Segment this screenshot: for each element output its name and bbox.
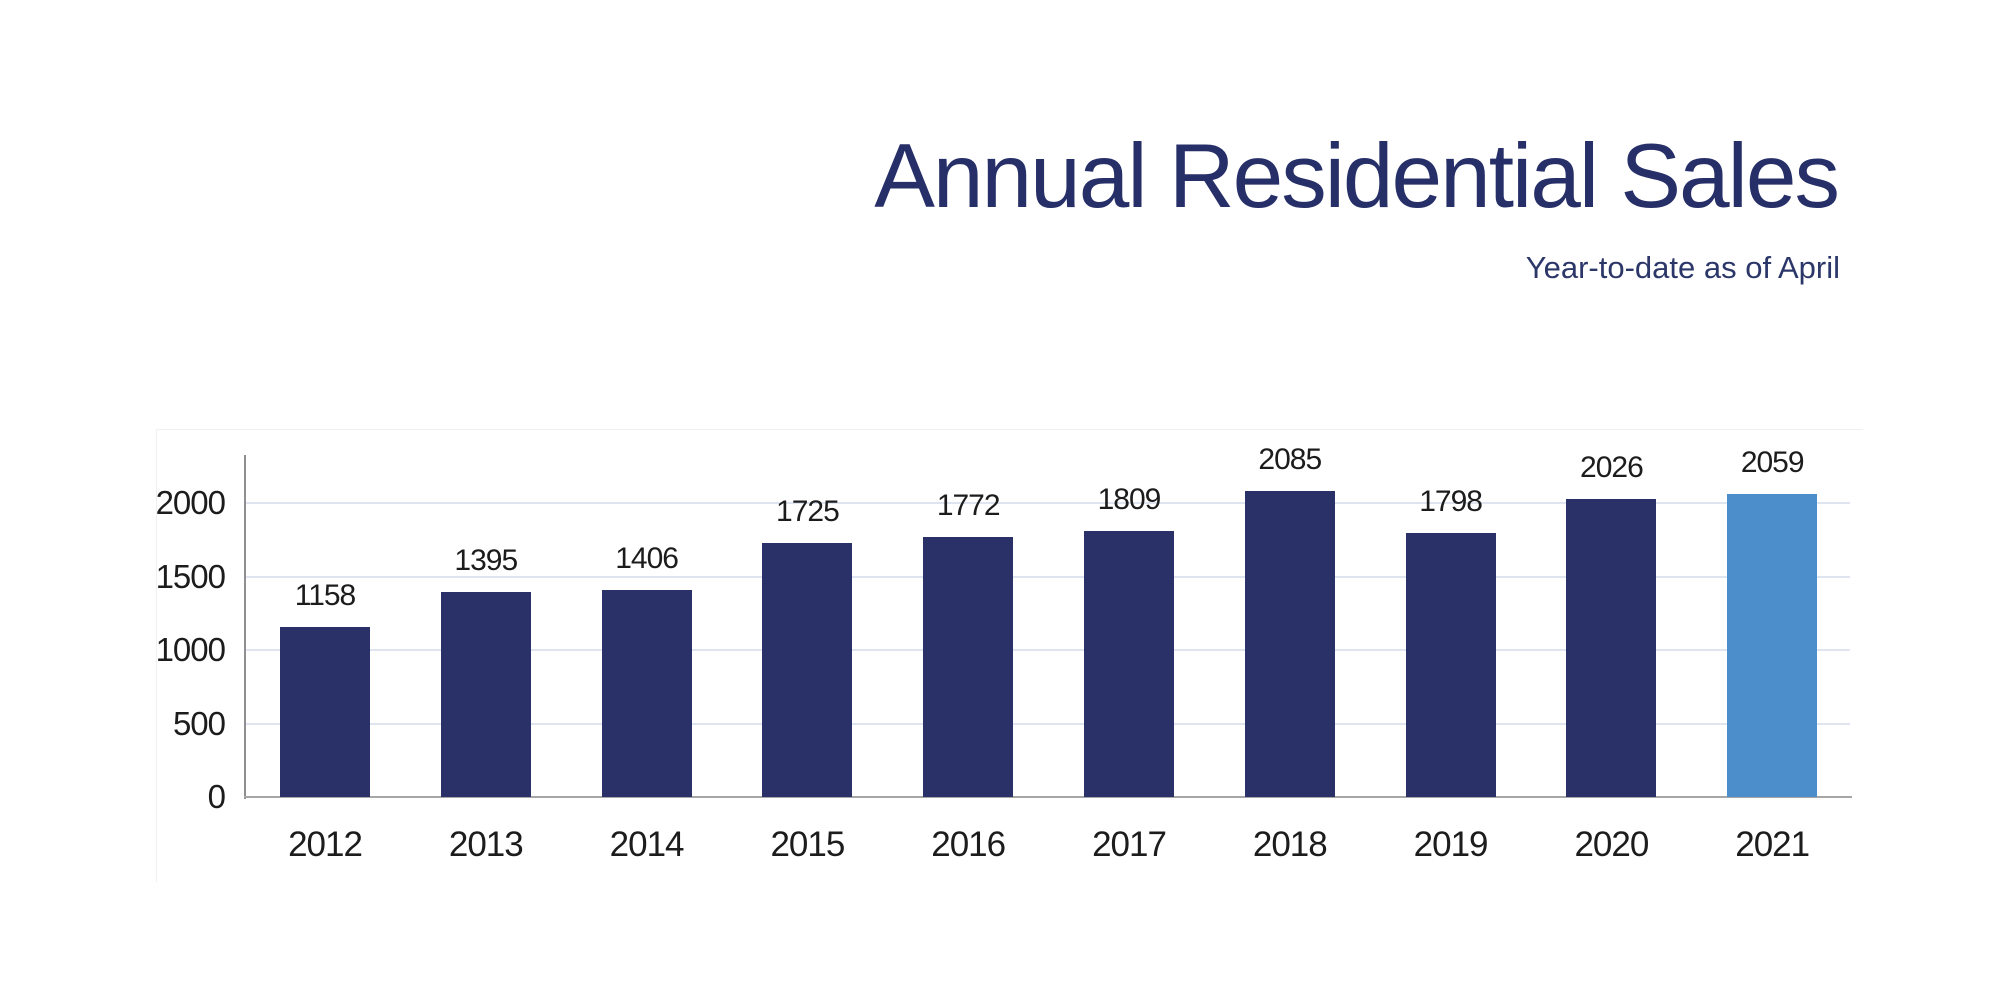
value-label-2016: 1772	[936, 488, 1001, 522]
year-label-2013: 2013	[448, 825, 524, 864]
gridline-1000	[246, 649, 1850, 651]
bar-2018	[1244, 490, 1335, 797]
year-label-2016: 2016	[931, 825, 1006, 864]
value-label-2012: 1158	[294, 578, 357, 612]
gridline-1500	[246, 575, 1850, 578]
value-label-2021: 2059	[1740, 446, 1805, 480]
value-label-2019: 1798	[1419, 484, 1483, 518]
bar-2015	[762, 543, 853, 797]
year-label-2015: 2015	[770, 825, 845, 864]
bar-2013	[440, 591, 531, 797]
bar-2020	[1566, 499, 1657, 797]
bar-2017	[1084, 531, 1174, 797]
year-label-2020: 2020	[1574, 825, 1649, 864]
year-label-2017: 2017	[1092, 825, 1167, 864]
y-tick-label-0: 0	[207, 778, 226, 815]
y-tick-label-500: 500	[172, 704, 226, 742]
value-label-2018: 2085	[1258, 442, 1322, 476]
value-label-2015: 1725	[776, 495, 840, 529]
bar-2012	[280, 626, 370, 797]
year-label-2014: 2014	[609, 825, 685, 864]
year-label-2018: 2018	[1252, 825, 1328, 864]
bar-2019	[1405, 532, 1496, 797]
y-tick-label-2000: 2000	[155, 484, 226, 521]
year-label-2012: 2012	[288, 825, 363, 864]
bar-2016	[923, 536, 1014, 797]
bar-2014	[601, 590, 692, 797]
y-tick-label-1500: 1500	[155, 557, 226, 595]
value-label-2017: 1809	[1097, 483, 1162, 517]
value-label-2013: 1395	[454, 543, 518, 577]
x-axis-line	[244, 796, 1852, 798]
gridline-500	[246, 722, 1850, 725]
y-tick-label-1000: 1000	[155, 631, 226, 668]
chart-title: Annual Residential Sales	[874, 126, 1840, 227]
value-label-2020: 2026	[1580, 451, 1644, 485]
chart-subtitle: Year-to-date as of April	[1525, 250, 1840, 285]
year-label-2019: 2019	[1413, 825, 1489, 864]
y-axis-line	[244, 455, 246, 799]
bar-2021	[1727, 494, 1818, 797]
year-label-2021: 2021	[1735, 825, 1810, 864]
gridline-2000	[246, 502, 1850, 504]
value-label-2014: 1406	[615, 542, 679, 576]
